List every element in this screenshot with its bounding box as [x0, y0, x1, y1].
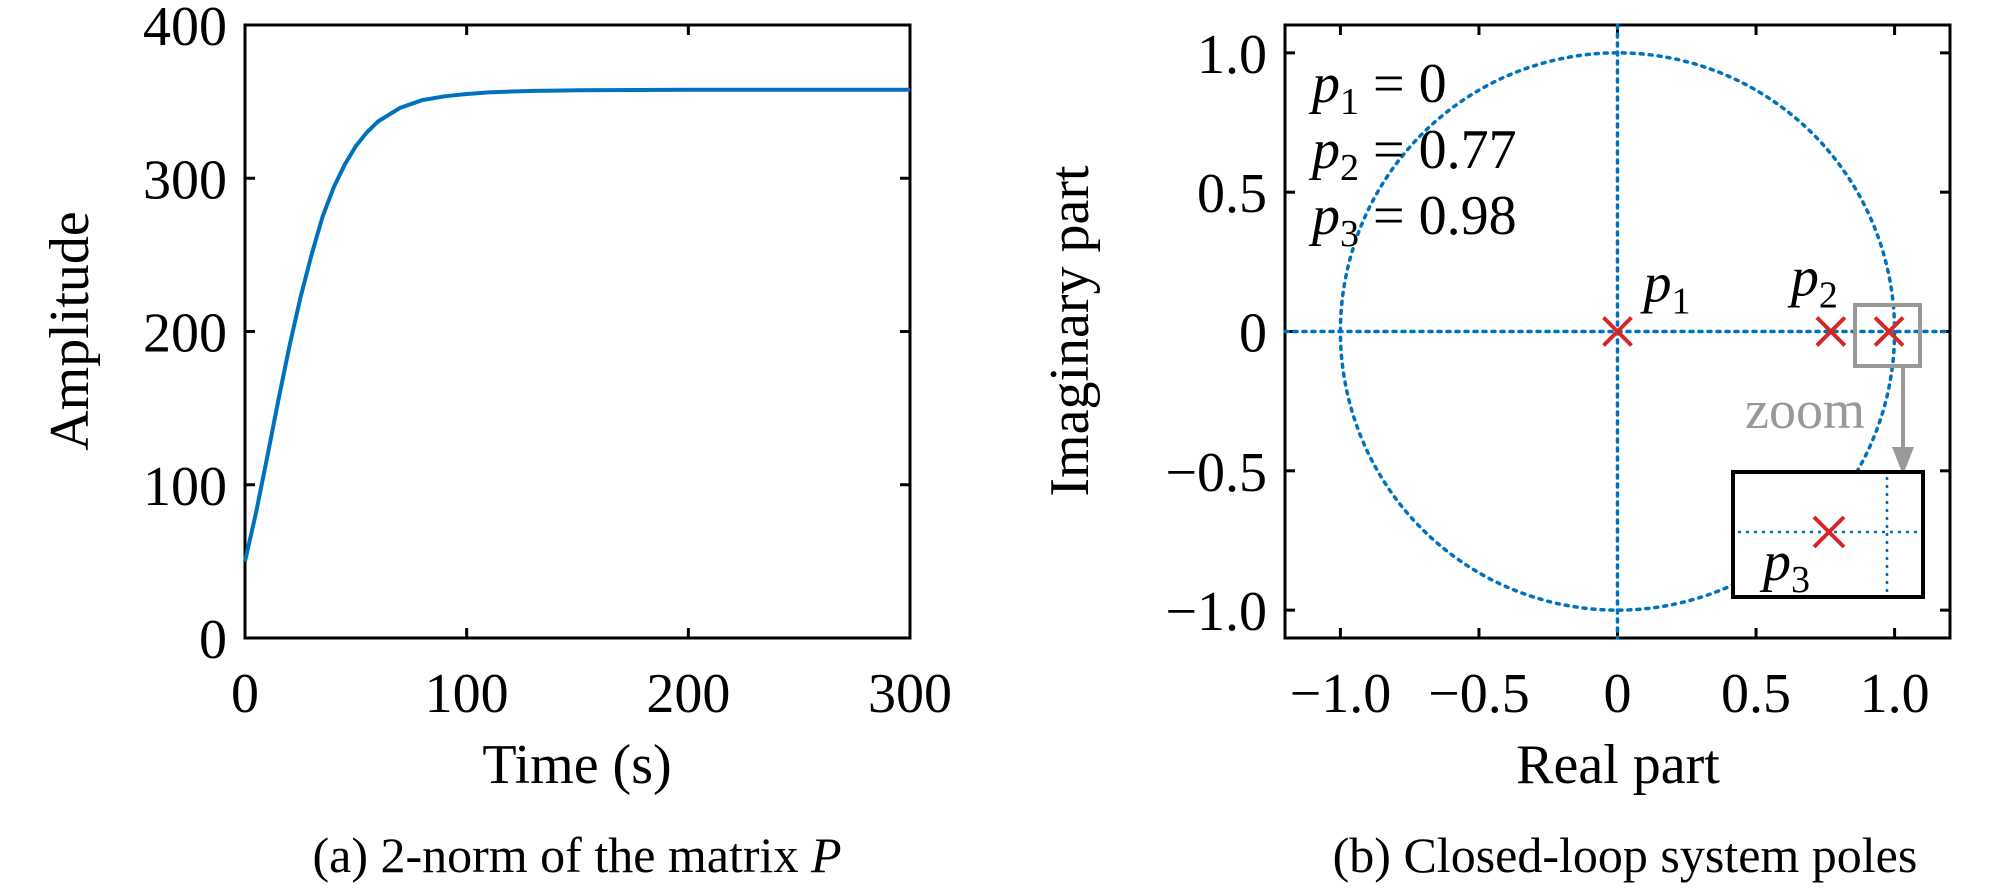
y-tick-label: −0.5: [1165, 442, 1267, 504]
x-tick-label: 200: [646, 663, 730, 725]
pole-value-p3: p3 = 0.98: [1308, 185, 1517, 255]
panel-a-xlabel: Time (s): [482, 734, 671, 796]
x-tick-label: −1.0: [1290, 663, 1392, 725]
panel-a-frame: [243, 23, 912, 640]
y-tick-label: 1.0: [1197, 24, 1267, 86]
panel-a: 0 100 200 300 0 100 200 300 400 Amplitude Time (…: [39, 0, 952, 883]
panel-b-caption: (b) Closed-loop system poles: [1333, 827, 1918, 883]
y-tick-label: 0: [199, 609, 227, 671]
panel-b-xlabel: Real part: [1516, 734, 1720, 796]
y-tick-label: 200: [143, 303, 227, 365]
pole-marker-p3: [1873, 316, 1905, 347]
inset-pole-label: p3: [1759, 531, 1810, 601]
panel-b-ticks: −1.0 −0.5 0 0.5 1.0 −1.0 −0.5 0 0.5 1.0: [1165, 24, 1950, 725]
panel-b: −1.0 −0.5 0 0.5 1.0 −1.0 −0.5 0 0.5 1.0 p1 p2 p1 =…: [1039, 23, 1952, 883]
y-tick-label: −1.0: [1165, 581, 1267, 643]
x-tick-label: 0: [231, 663, 259, 725]
x-tick-label: 100: [425, 663, 509, 725]
pole-value-p2: p2 = 0.77: [1308, 119, 1517, 189]
y-tick-label: 0.5: [1197, 163, 1267, 225]
pole-marker-p2: [1815, 316, 1847, 347]
y-tick-label: 100: [143, 456, 227, 518]
pole-marker-p1: [1602, 316, 1633, 347]
zoom-inset-frame: [1731, 470, 1925, 599]
y-tick-label: 400: [143, 0, 227, 58]
x-tick-label: 300: [868, 663, 952, 725]
panel-a-ticks: 0 100 200 300 0 100 200 300 400: [143, 0, 952, 725]
inset-pole-marker: [1812, 515, 1846, 549]
panel-b-poles: p1 p2: [1602, 247, 1905, 347]
panel-a-ylabel: Amplitude: [39, 211, 101, 451]
y-tick-label: 300: [143, 149, 227, 211]
pole-label-p2: p2: [1787, 247, 1838, 317]
panel-a-caption: (a) 2-norm of the matrix P: [313, 827, 842, 883]
zoom-label: zoom: [1745, 380, 1865, 440]
x-tick-label: 1.0: [1860, 663, 1930, 725]
x-tick-label: −0.5: [1428, 663, 1530, 725]
zoom-box: [1853, 303, 1922, 368]
pole-value-p1: p1 = 0: [1308, 53, 1447, 123]
x-tick-label: 0: [1604, 663, 1632, 725]
panel-b-ylabel: Imaginary part: [1039, 165, 1101, 497]
amplitude-series-line: [243, 87, 910, 562]
panel-a-caption-main: (a) 2-norm of the matrix: [313, 827, 811, 883]
pole-label-p1: p1: [1640, 253, 1691, 323]
y-tick-label: 0: [1239, 303, 1267, 365]
x-tick-label: 0.5: [1721, 663, 1791, 725]
zoom-arrow-head: [1892, 447, 1914, 475]
panel-a-caption-symbol: P: [810, 827, 842, 883]
